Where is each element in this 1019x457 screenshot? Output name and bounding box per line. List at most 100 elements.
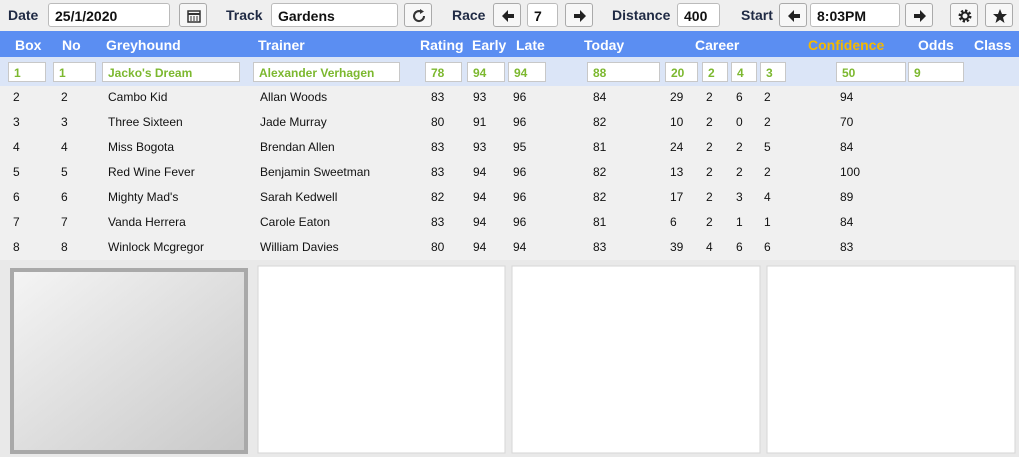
distance-input[interactable]: 400 [677, 3, 720, 27]
column-header: Class [974, 37, 1012, 53]
cell: 2 [764, 165, 771, 179]
cell: 82 [593, 165, 607, 179]
cell: 96 [513, 90, 527, 104]
panel [511, 265, 761, 454]
race-next-button[interactable] [565, 3, 593, 27]
favorite-button[interactable] [985, 3, 1013, 27]
selected-cell[interactable]: 94 [508, 62, 546, 82]
cell: 2 [13, 90, 20, 104]
selected-cell[interactable]: 94 [467, 62, 505, 82]
column-header: Box [15, 37, 42, 53]
cell: 3 [736, 190, 743, 204]
cell: Sarah Kedwell [260, 190, 338, 204]
cell: 83 [431, 215, 445, 229]
cell: William Davies [260, 240, 339, 254]
column-header: Early [472, 37, 507, 53]
cell: 83 [593, 240, 607, 254]
cell: 94 [513, 240, 527, 254]
settings-button[interactable] [950, 3, 978, 27]
cell: 95 [513, 140, 527, 154]
cell: 82 [431, 190, 445, 204]
cell: Carole Eaton [260, 215, 331, 229]
cell: 94 [473, 215, 487, 229]
selected-cell[interactable]: 20 [665, 62, 698, 82]
cell: 94 [473, 190, 487, 204]
cell: 96 [513, 115, 527, 129]
selected-cell[interactable]: 1 [53, 62, 96, 82]
cell: 13 [670, 165, 684, 179]
cell: 81 [593, 140, 607, 154]
cell: 96 [513, 190, 527, 204]
column-header: Odds [918, 37, 954, 53]
cell: 83 [431, 140, 445, 154]
cell: 8 [61, 240, 68, 254]
selected-cell[interactable]: Alexander Verhagen [253, 62, 400, 82]
calendar-button[interactable]: Predicted Performance Range12345678Predi… [179, 3, 207, 27]
cell: 29 [670, 90, 684, 104]
cell: 39 [670, 240, 684, 254]
cell: 82 [593, 115, 607, 129]
cell: 94 [840, 90, 854, 104]
cell: 82 [593, 190, 607, 204]
cell: 6 [61, 190, 68, 204]
cell: 2 [706, 115, 713, 129]
charts-area [0, 260, 1019, 457]
selected-cell[interactable]: 50 [836, 62, 906, 82]
selected-cell[interactable]: 78 [425, 62, 462, 82]
race-prev-button[interactable] [493, 3, 521, 27]
track-label: Track [226, 7, 263, 23]
cell: 89 [840, 190, 854, 204]
cell: Cambo Kid [108, 90, 168, 104]
start-input[interactable]: 8:03PM [810, 3, 900, 27]
start-next-button[interactable] [905, 3, 933, 27]
race-input[interactable]: 7 [527, 3, 558, 27]
cell: 84 [840, 215, 854, 229]
cell: 7 [13, 215, 20, 229]
cell: 80 [431, 115, 445, 129]
cell: 4 [764, 190, 771, 204]
column-header: No [62, 37, 81, 53]
selected-cell[interactable]: 9 [908, 62, 964, 82]
cell: Jade Murray [260, 115, 327, 129]
track-input[interactable]: Gardens [271, 3, 398, 27]
cell: 5 [13, 165, 20, 179]
selected-cell[interactable]: 88 [587, 62, 660, 82]
cell: Benjamin Sweetman [260, 165, 371, 179]
cell: 84 [840, 140, 854, 154]
selected-cell[interactable]: 2 [702, 62, 728, 82]
cell: 2 [706, 165, 713, 179]
selected-cell[interactable]: 3 [760, 62, 786, 82]
cell: 6 [764, 240, 771, 254]
cell: 2 [764, 90, 771, 104]
cell: 3 [13, 115, 20, 129]
selected-cell[interactable]: Jacko's Dream [102, 62, 240, 82]
refresh-button[interactable] [404, 3, 432, 27]
cell: 17 [670, 190, 684, 204]
date-input[interactable]: 25/1/2020 [48, 3, 170, 27]
cell: 7 [61, 215, 68, 229]
cell: 96 [513, 215, 527, 229]
cell: 2 [736, 140, 743, 154]
cell: 70 [840, 115, 854, 129]
cell: 2 [764, 115, 771, 129]
panel [257, 265, 506, 454]
cell: 94 [473, 240, 487, 254]
cell: 4 [13, 140, 20, 154]
cell: 5 [764, 140, 771, 154]
selected-cell[interactable]: 4 [731, 62, 757, 82]
column-header: Trainer [258, 37, 305, 53]
cell: 2 [736, 165, 743, 179]
column-header: Confidence [808, 37, 885, 53]
column-header: Today [584, 37, 625, 53]
cell: 4 [61, 140, 68, 154]
cell: Three Sixteen [108, 115, 183, 129]
table-header [0, 31, 1019, 57]
cell: 83 [840, 240, 854, 254]
cell: 83 [431, 165, 445, 179]
cell: 6 [736, 90, 743, 104]
column-header: Greyhound [106, 37, 181, 53]
selected-cell[interactable]: 1 [8, 62, 46, 82]
cell: 6 [13, 190, 20, 204]
cell: 93 [473, 90, 487, 104]
start-prev-button[interactable] [779, 3, 807, 27]
